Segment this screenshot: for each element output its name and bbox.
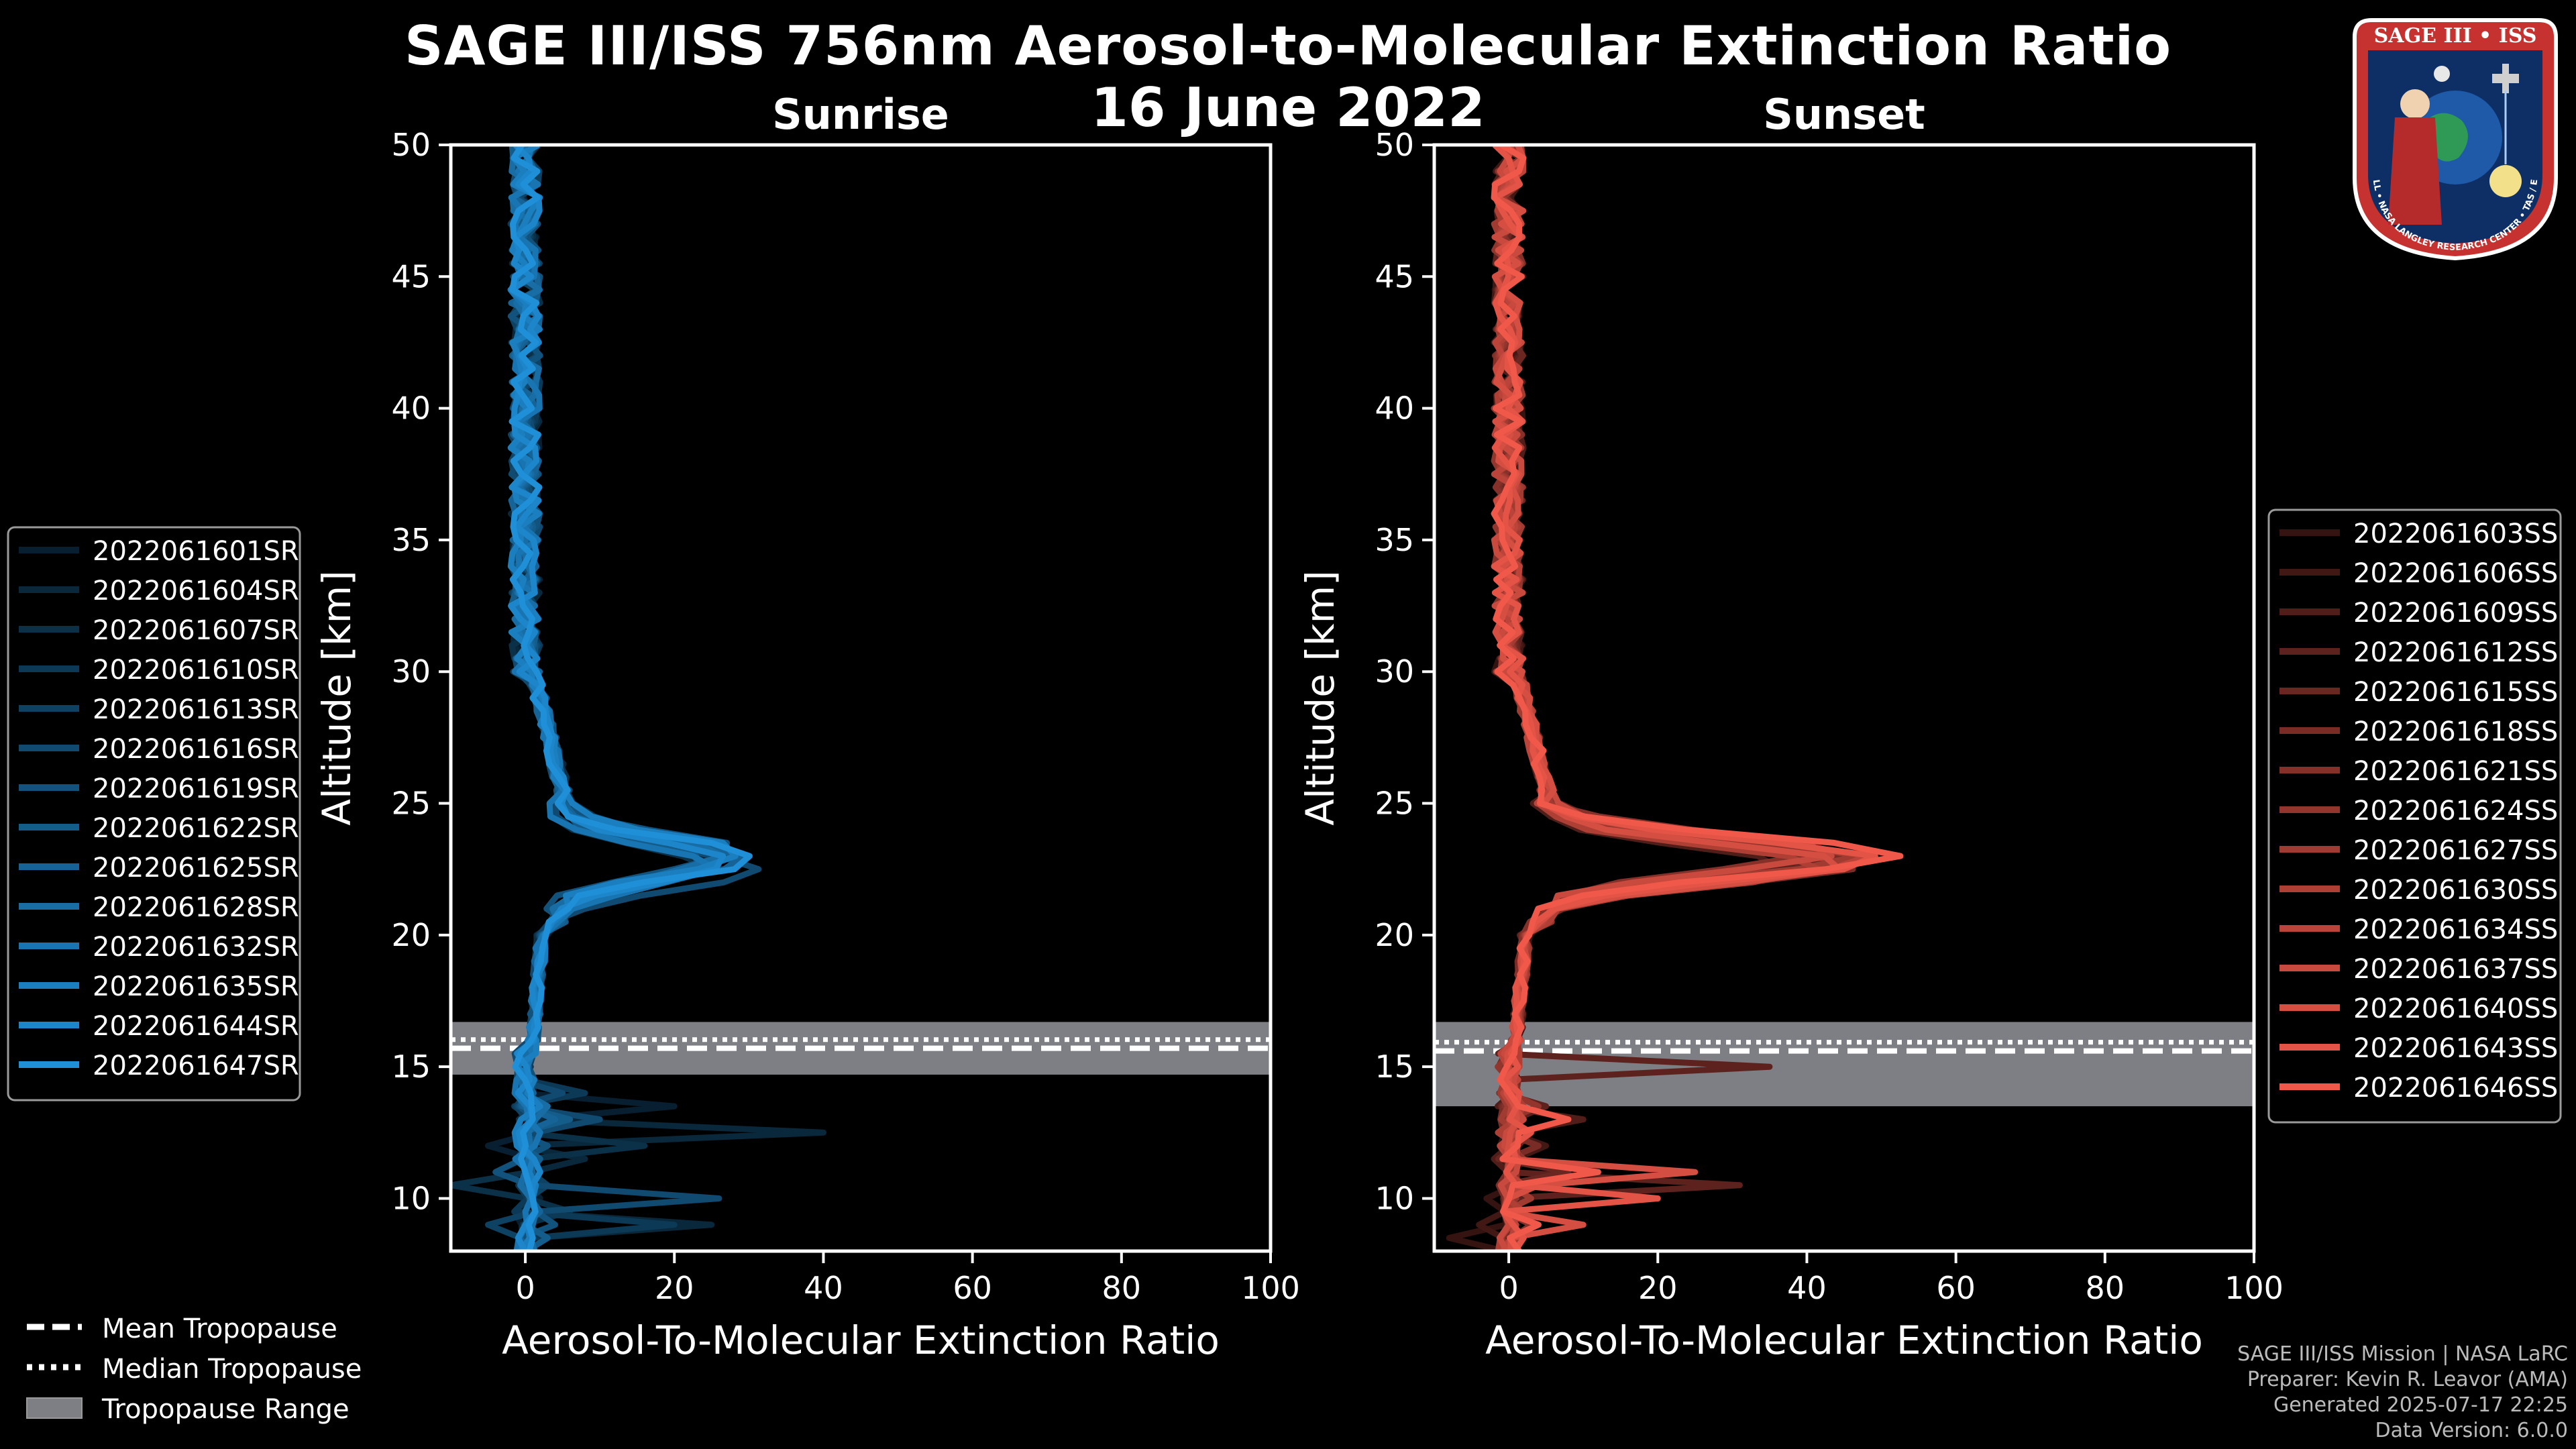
x-tick-label-20: 20 (655, 1270, 694, 1306)
legend-tropopause-range: Tropopause Range (101, 1394, 350, 1425)
legend-entry-2022061646SS: 2022061646SS (2353, 1073, 2558, 1104)
y-tick-label-50: 50 (1375, 127, 1414, 163)
series-line-2022061646SS (1491, 145, 1904, 1251)
axes-frame (1432, 143, 2256, 1253)
y-tick-label-15: 15 (1375, 1049, 1414, 1085)
x-axis-label: Aerosol-To-Molecular Extinction Ratio (502, 1318, 1220, 1363)
legend-entry-2022061635SR: 2022061635SR (93, 971, 299, 1002)
series-line-2022061644SR (508, 145, 727, 1251)
legend-entry-2022061616SR: 2022061616SR (93, 734, 299, 765)
series-line-2022061607SR (451, 145, 716, 1251)
x-tick-label-0: 0 (1499, 1270, 1518, 1306)
legend-entry-2022061625SR: 2022061625SR (93, 853, 299, 883)
legend-entry-2022061627SS: 2022061627SS (2353, 835, 2558, 866)
legend-entry-2022061624SS: 2022061624SS (2353, 796, 2558, 826)
x-tick-label-0: 0 (515, 1270, 535, 1306)
x-tick-label-100: 100 (2224, 1270, 2284, 1306)
legend-sunset: 2022061603SS 2022061606SS 2022061609SS 2022… (2267, 508, 2562, 1124)
y-axis-label: Altitude [km] (1297, 570, 1343, 825)
x-tick-label-100: 100 (1241, 1270, 1300, 1306)
credits-generated: Generated 2025-07-17 22:25 (2273, 1393, 2568, 1417)
legend-entry-2022061606SS: 2022061606SS (2353, 558, 2558, 589)
legend-entry-2022061604SR: 2022061604SR (93, 576, 299, 606)
figure-date: 16 June 2022 (1091, 76, 1485, 139)
tropopause-legend: Mean Tropopause Median Tropopause Tropopau… (26, 1313, 362, 1425)
x-tick-label-40: 40 (804, 1270, 843, 1306)
legend-entry-2022061628SR: 2022061628SR (93, 892, 299, 923)
tropopause-range-band (1434, 1022, 2254, 1107)
x-tick-label-60: 60 (953, 1270, 992, 1306)
legend-entry-2022061610SR: 2022061610SR (93, 655, 299, 686)
y-tick-label-20: 20 (1375, 917, 1414, 953)
y-tick-label-15: 15 (391, 1049, 431, 1085)
y-tick-label-30: 30 (1375, 653, 1414, 690)
legend-entry-2022061647SR: 2022061647SR (93, 1051, 299, 1081)
sage-iii-iss-logo: SAGE III • ISS BALL • NASA LANGLEY RESEA… (2341, 10, 2558, 261)
y-tick-label-10: 10 (391, 1180, 431, 1216)
legend-entry-2022061622SR: 2022061622SR (93, 813, 299, 844)
y-tick-label-30: 30 (391, 653, 431, 690)
axes-frame (449, 143, 1273, 1253)
legend-entry-2022061637SS: 2022061637SS (2353, 954, 2558, 985)
legend-entry-2022061621SS: 2022061621SS (2353, 756, 2558, 787)
x-tick-label-40: 40 (1787, 1270, 1827, 1306)
legend-entry-2022061615SS: 2022061615SS (2353, 677, 2558, 708)
legend-sunrise: 2022061601SR 2022061604SR 2022061607SR 2022… (7, 526, 301, 1102)
y-tick-label-35: 35 (391, 522, 431, 558)
legend-entry-2022061609SS: 2022061609SS (2353, 598, 2558, 629)
legend-entry-2022061601SR: 2022061601SR (93, 536, 299, 567)
x-axis-label: Aerosol-To-Molecular Extinction Ratio (1485, 1318, 2203, 1363)
y-tick-label-50: 50 (391, 127, 431, 163)
legend-entry-2022061613SR: 2022061613SR (93, 694, 299, 725)
legend-frame (2267, 508, 2562, 1124)
legend-frame (7, 526, 301, 1102)
legend-entry-2022061632SR: 2022061632SR (93, 932, 299, 963)
series-line-2022061647SR (508, 145, 753, 1251)
logo-text: SAGE III • ISS (2374, 24, 2537, 48)
legend-entry-2022061644SR: 2022061644SR (93, 1011, 299, 1042)
legend-entry-2022061612SS: 2022061612SS (2353, 637, 2558, 668)
panel-sunset: 0 20 40 60 80 100 10 15 20 25 30 35 40 45 50 Sunset Aero… (1297, 90, 2562, 1363)
credits-version: Data Version: 6.0.0 (2375, 1419, 2568, 1442)
y-tick-label-40: 40 (1375, 390, 1414, 427)
y-tick-label-20: 20 (391, 917, 431, 953)
credits: SAGE III/ISS Mission | NASA LaRC Prepare… (2237, 1342, 2568, 1444)
panel-title-sunrise: Sunrise (772, 90, 949, 139)
credits-mission: SAGE III/ISS Mission | NASA LaRC (2237, 1342, 2568, 1366)
y-tick-label-25: 25 (391, 786, 431, 822)
credits-preparer: Preparer: Kevin R. Leavor (AMA) (2247, 1368, 2568, 1391)
panel-sunrise: 0 20 40 60 80 100 10 15 20 25 30 35 40 45 50 Sunrise Aer… (7, 90, 1300, 1363)
legend-median-tropopause: Median Tropopause (102, 1354, 362, 1385)
y-tick-label-40: 40 (391, 390, 431, 427)
y-axis-label: Altitude [km] (314, 570, 360, 825)
x-tick-label-80: 80 (1102, 1270, 1142, 1306)
legend-entry-2022061603SS: 2022061603SS (2353, 519, 2558, 549)
legend-entry-2022061643SS: 2022061643SS (2353, 1033, 2558, 1064)
legend-mean-tropopause: Mean Tropopause (102, 1313, 337, 1344)
legend-entry-2022061618SS: 2022061618SS (2353, 716, 2558, 747)
legend-entry-2022061607SR: 2022061607SR (93, 615, 299, 646)
y-tick-label-45: 45 (1375, 258, 1414, 294)
panel-title-sunset: Sunset (1763, 90, 1925, 139)
x-tick-label-80: 80 (2086, 1270, 2125, 1306)
figure-title: SAGE III/ISS 756nm Aerosol-to-Molecular … (404, 15, 2172, 77)
x-tick-label-20: 20 (1638, 1270, 1678, 1306)
y-tick-label-45: 45 (391, 258, 431, 294)
tropopause-range-swatch (26, 1397, 83, 1419)
legend-entry-2022061619SR: 2022061619SR (93, 773, 299, 804)
y-tick-label-10: 10 (1375, 1180, 1414, 1216)
legend-entry-2022061640SS: 2022061640SS (2353, 994, 2558, 1024)
legend-entry-2022061630SS: 2022061630SS (2353, 875, 2558, 906)
legend-entry-2022061634SS: 2022061634SS (2353, 914, 2558, 945)
y-tick-label-35: 35 (1375, 522, 1414, 558)
x-tick-label-60: 60 (1936, 1270, 1976, 1306)
y-tick-label-25: 25 (1375, 786, 1414, 822)
